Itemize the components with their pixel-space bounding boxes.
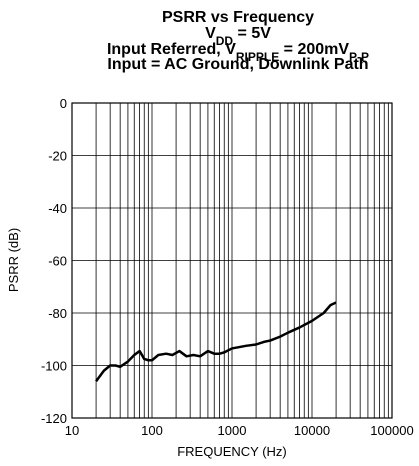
y-axis-label: PSRR (dB) (6, 228, 21, 292)
y-tick-label: -100 (41, 359, 67, 374)
plot-frame (71, 102, 393, 419)
x-tick-label: 100000 (370, 423, 413, 438)
x-axis-label: FREQUENCY (Hz) (177, 444, 287, 459)
y-tick-label: -20 (48, 149, 67, 164)
title-subscript: RIPPLE (236, 50, 279, 64)
title-part: V (205, 25, 216, 42)
y-tick-label: -60 (48, 254, 67, 269)
chart-title: PSRR vs Frequency (162, 9, 314, 26)
y-tick-label: -80 (48, 306, 67, 321)
y-tick-label: 0 (60, 96, 67, 111)
chart-title: Input Referred, VRIPPLE = 200mVP-P (107, 41, 369, 64)
x-tick-label: 10 (65, 423, 79, 438)
chart-title: VDD = 5V (205, 25, 271, 48)
title-subscript: P-P (349, 50, 369, 64)
chart-title: Input = AC Ground, Downlink Path (107, 56, 368, 73)
data-line (95, 301, 337, 382)
x-tick-label: 1000 (218, 423, 247, 438)
title-subscript: DD (216, 34, 234, 48)
y-tick-label: -40 (48, 201, 67, 216)
title-part: = 5V (233, 25, 271, 42)
y-tick-label: -120 (41, 411, 67, 426)
x-tick-label: 10000 (294, 423, 330, 438)
title-part: = 200mV (279, 41, 349, 58)
x-tick-label: 100 (141, 423, 163, 438)
title-part: Input Referred, V (107, 41, 236, 58)
